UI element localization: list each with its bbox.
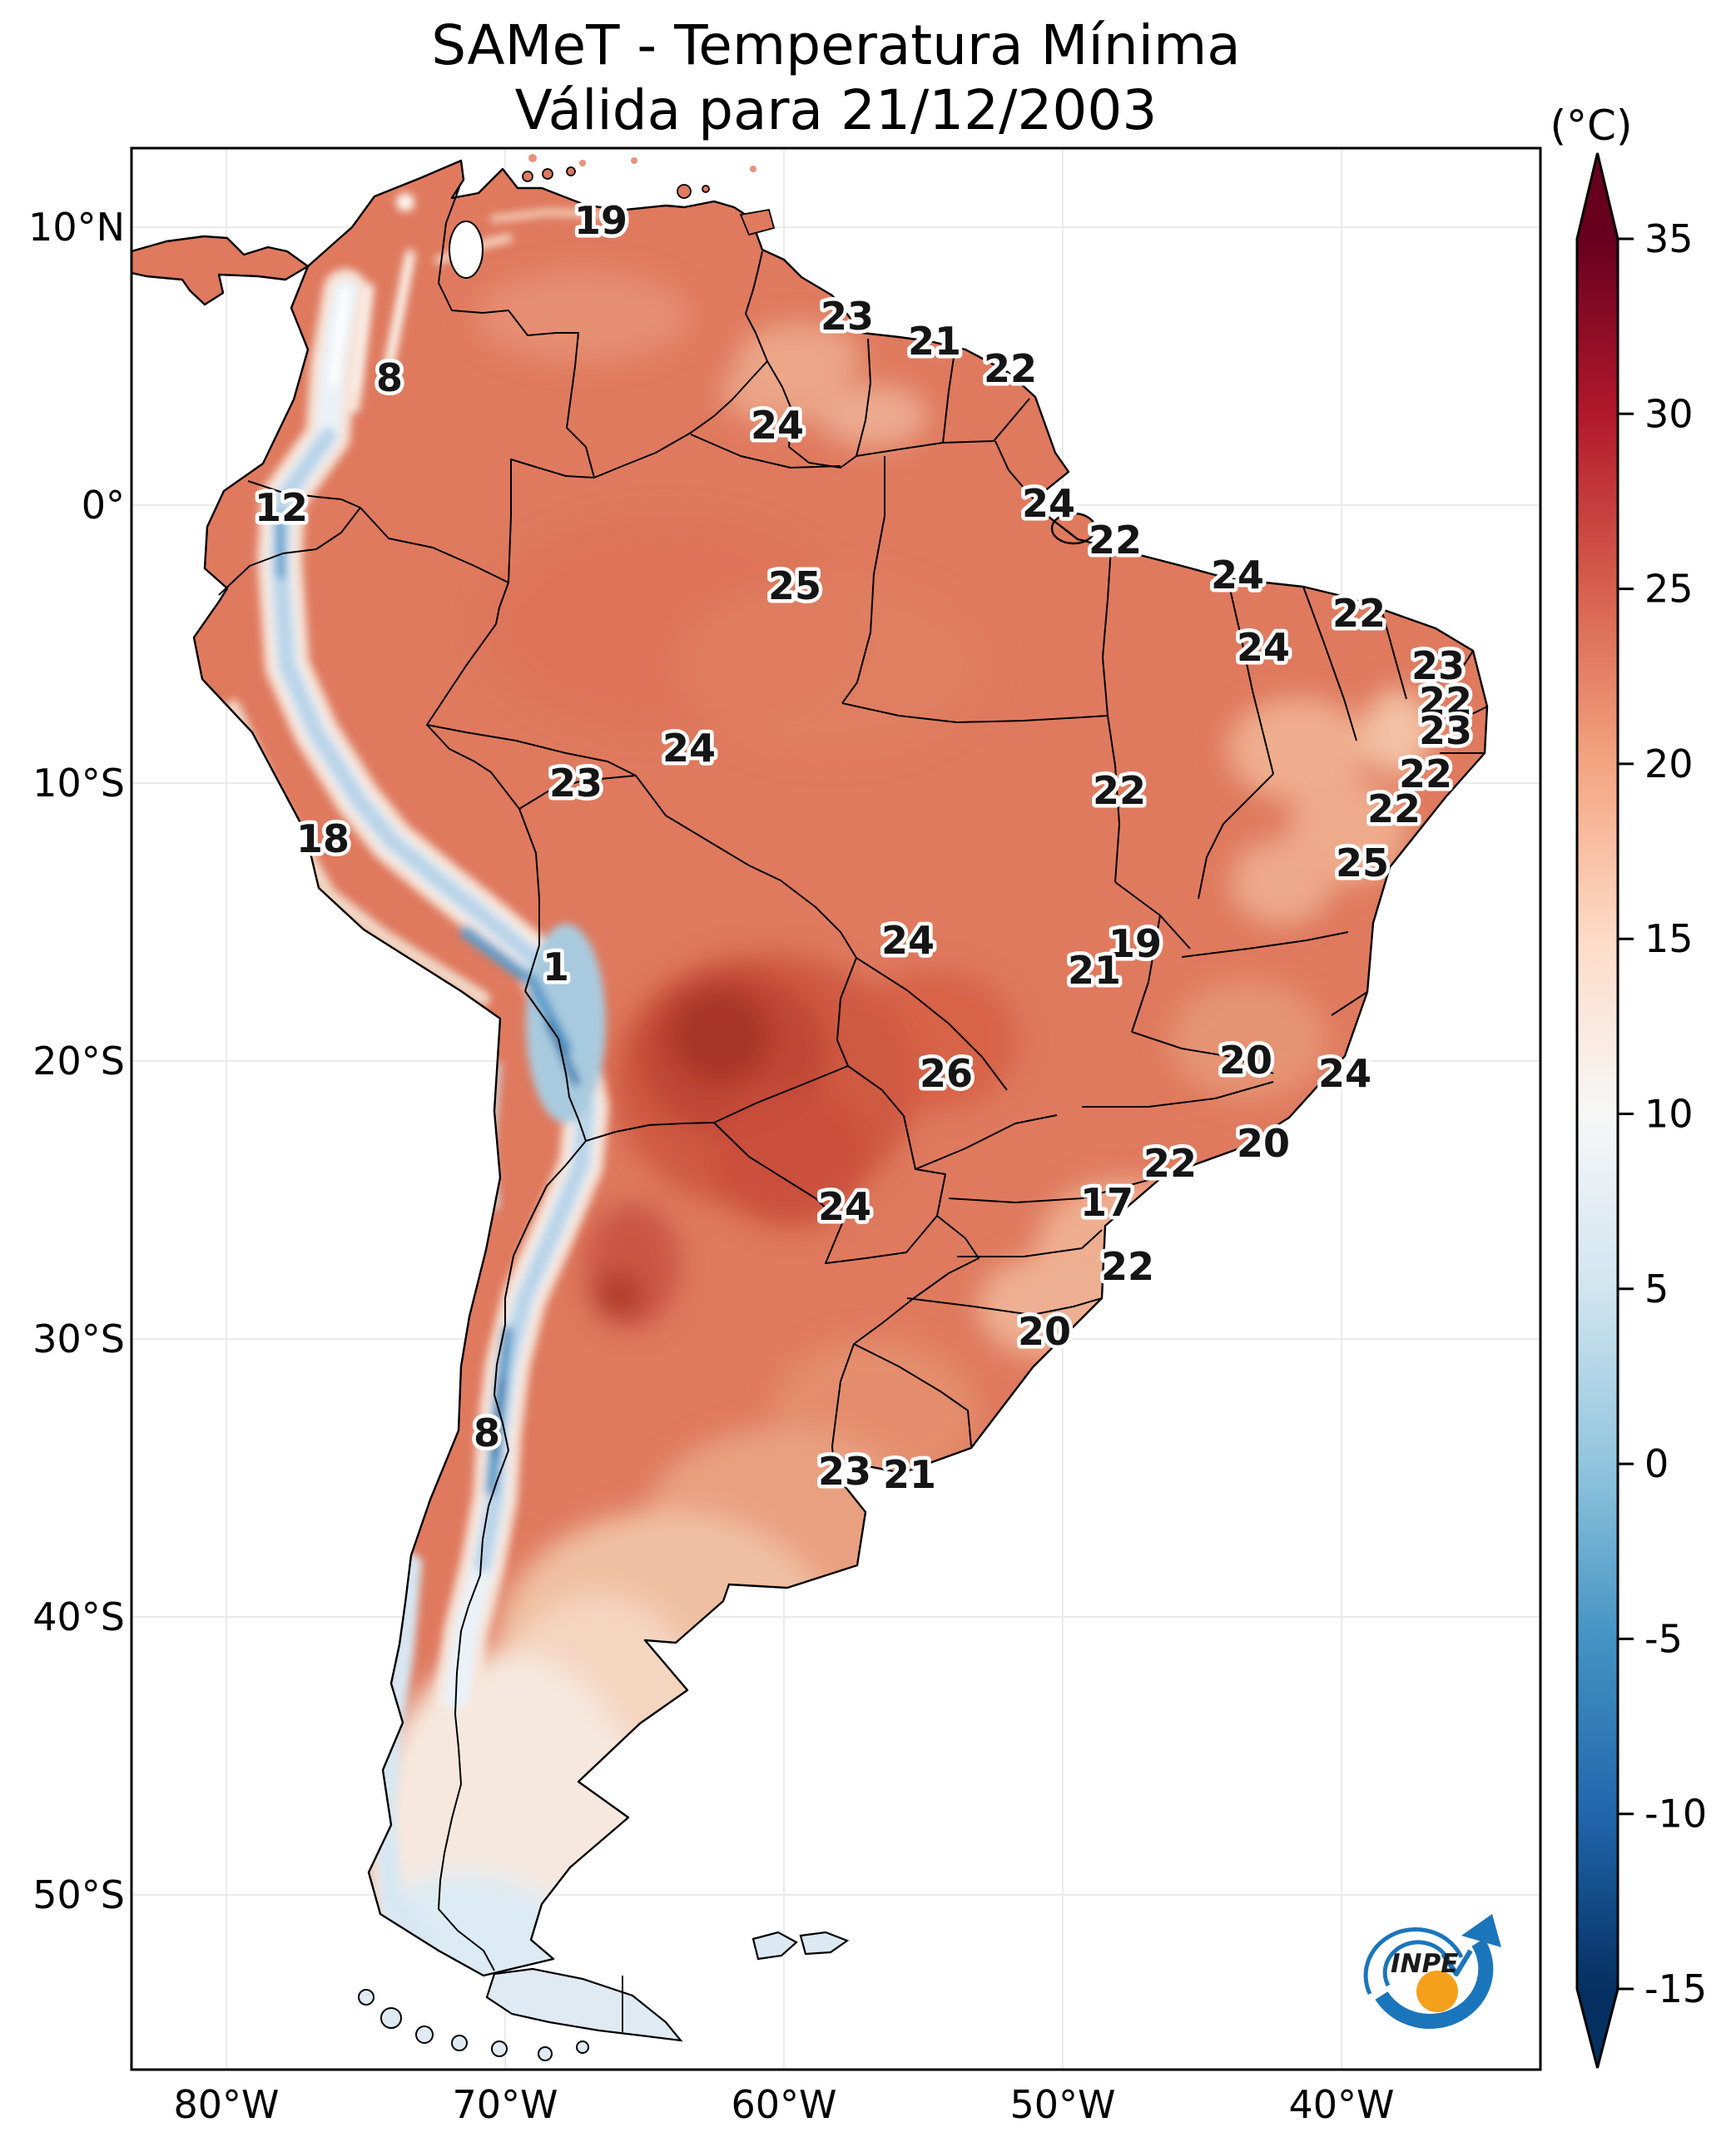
temperature-label: 8 bbox=[474, 1411, 500, 1455]
y-axis-tick-label: 20°S bbox=[32, 1039, 125, 1083]
temperature-field bbox=[131, 161, 1487, 1976]
temperature-label: 19 bbox=[1109, 921, 1162, 966]
colorbar-gradient-bar bbox=[1577, 239, 1618, 1989]
coastline bbox=[131, 159, 1489, 1977]
temperature-label: 20 bbox=[1219, 1038, 1272, 1083]
colorbar-tick-label: 35 bbox=[1644, 216, 1694, 261]
y-axis-tick-label: 10°N bbox=[28, 205, 125, 250]
colorbar-tick-label: 0 bbox=[1644, 1441, 1669, 1486]
temperature-label: 22 bbox=[984, 346, 1037, 391]
colorbar-tick-label: -10 bbox=[1644, 1792, 1707, 1837]
temperature-label: 24 bbox=[1022, 481, 1075, 526]
colorbar-tick-label: -15 bbox=[1644, 1966, 1707, 2011]
temperature-label: 23 bbox=[549, 761, 603, 806]
x-axis-tick-label: 60°W bbox=[731, 2082, 836, 2127]
temperature-label: 22 bbox=[1367, 786, 1421, 831]
y-axis-tick-label: 50°S bbox=[32, 1872, 125, 1917]
political-borders bbox=[218, 186, 1488, 1971]
colorbar-arrow-down-icon bbox=[1577, 1989, 1618, 2068]
colorbar-ticks: 35 30 25 20 15 10 5 0 -5 -10 -15 bbox=[1618, 216, 1707, 2011]
colorbar-unit-label: (°C) bbox=[1550, 102, 1633, 150]
y-axis-tick-label: 40°S bbox=[32, 1594, 125, 1639]
figure-title: SAMeT - Temperatura Mínima Válida para 2… bbox=[131, 13, 1540, 143]
temperature-label: 17 bbox=[1080, 1180, 1133, 1225]
temperature-label: 22 bbox=[1089, 518, 1142, 563]
temperature-label: 22 bbox=[1143, 1141, 1197, 1186]
x-axis-tick-label: 40°W bbox=[1288, 2082, 1394, 2127]
temperature-label: 22 bbox=[1093, 768, 1146, 813]
temperature-label: 20 bbox=[1018, 1309, 1071, 1354]
x-axis-tick-label: 70°W bbox=[452, 2082, 558, 2127]
temperature-label: 23 bbox=[818, 1449, 871, 1494]
colorbar-tick-label: -5 bbox=[1644, 1616, 1683, 1661]
temperature-label: 24 bbox=[1318, 1051, 1371, 1096]
temperature-label: 21 bbox=[1068, 948, 1121, 993]
colorbar-tick-label: 10 bbox=[1644, 1092, 1694, 1137]
y-axis-tick-label: 10°S bbox=[32, 761, 125, 806]
temperature-label: 12 bbox=[255, 485, 308, 530]
x-axis-tick-label: 50°W bbox=[1009, 2082, 1115, 2127]
temperature-label: 8 bbox=[376, 355, 403, 400]
temperature-label: 22 bbox=[1332, 591, 1386, 636]
temperature-label: 24 bbox=[751, 403, 804, 448]
inpe-logo: INPE bbox=[1363, 1914, 1501, 2029]
colorbar-arrow-up-icon bbox=[1577, 153, 1618, 239]
colorbar-tick-label: 20 bbox=[1644, 741, 1694, 786]
temperature-label: 21 bbox=[908, 319, 961, 364]
temperature-label: 1 bbox=[543, 945, 569, 989]
islands bbox=[358, 154, 850, 2061]
temperature-label: 24 bbox=[662, 726, 716, 771]
temperature-label: 21 bbox=[883, 1452, 936, 1497]
temperature-label: 24 bbox=[818, 1184, 871, 1229]
temperature-label: 19 bbox=[574, 198, 627, 243]
title-line2: Válida para 21/12/2003 bbox=[514, 77, 1158, 142]
temperature-label: 23 bbox=[1419, 708, 1472, 753]
colorbar-tick-label: 15 bbox=[1644, 916, 1694, 961]
title-line1: SAMeT - Temperatura Mínima bbox=[431, 13, 1241, 77]
temperature-label: 23 bbox=[1411, 643, 1465, 688]
andes-mountain-band bbox=[226, 193, 624, 1975]
colorbar-tick-label: 25 bbox=[1644, 567, 1694, 612]
y-axis-tick-label: 30°S bbox=[32, 1316, 125, 1361]
temperature-label: 26 bbox=[920, 1051, 973, 1096]
temperature-label: 22 bbox=[1399, 751, 1452, 796]
temperature-label: 22 bbox=[1101, 1244, 1154, 1289]
temperature-label: 25 bbox=[768, 563, 821, 608]
map-frame bbox=[130, 146, 1542, 2071]
temperature-label: 25 bbox=[1336, 840, 1389, 885]
inpe-logo-text: INPE bbox=[1391, 1949, 1458, 1979]
temperature-label: 23 bbox=[821, 294, 874, 339]
colorbar-tick-label: 30 bbox=[1644, 391, 1694, 436]
axis-tick-labels: 80°W 70°W 60°W 50°W 40°W 10°N 0° 10°S 20°S 30°S 40… bbox=[28, 205, 1394, 2127]
temperature-label: 24 bbox=[881, 918, 935, 963]
temperature-label: 24 bbox=[1237, 625, 1290, 670]
temperature-label: 22 bbox=[1419, 679, 1472, 724]
x-axis-tick-label: 80°W bbox=[173, 2082, 279, 2127]
y-axis-tick-label: 0° bbox=[82, 483, 125, 528]
colorbar: (°C) 35 30 25 20 15 10 5 0 -5 -10 -15 bbox=[1550, 102, 1707, 2069]
colorbar-tick-label: 5 bbox=[1644, 1267, 1669, 1312]
temperature-label: 20 bbox=[1237, 1121, 1290, 1166]
temperature-label: 24 bbox=[1211, 553, 1264, 598]
temperature-label: 18 bbox=[296, 816, 350, 861]
